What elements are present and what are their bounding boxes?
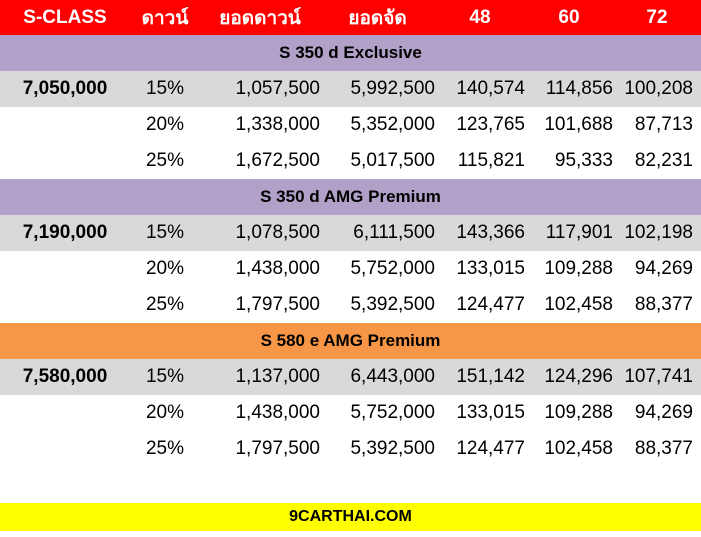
spacer-row	[0, 467, 701, 503]
finance-amount: 5,392,500	[350, 438, 435, 459]
header-row: S-CLASS ดาวน์ ยอดดาวน์ ยอดจัด 48 60 72	[0, 0, 701, 35]
installment-60: 102,458	[544, 438, 613, 459]
installment-48: 143,366	[435, 215, 525, 251]
down-percent: 20%	[145, 258, 185, 279]
header-term-60: 60	[525, 0, 613, 35]
installment-60: 102,458	[544, 294, 613, 315]
installment-72: 102,198	[613, 215, 701, 251]
header-model-class: S-CLASS	[0, 0, 130, 35]
empty-cell	[0, 287, 130, 323]
installment-48: 123,765	[456, 114, 525, 135]
empty-cell	[0, 143, 130, 179]
footer-row: 9CARTHAI.COM	[0, 503, 701, 531]
down-amount: 1,438,000	[235, 258, 320, 279]
installment-72: 94,269	[634, 402, 693, 423]
finance-amount: 5,752,000	[350, 258, 435, 279]
model-price: 7,190,000	[0, 215, 130, 251]
installment-72: 82,231	[634, 150, 693, 171]
down-amount: 1,672,500	[235, 150, 320, 171]
down-amount: 1,338,000	[235, 114, 320, 135]
finance-amount: 5,017,500	[350, 150, 435, 171]
installment-72: 88,377	[634, 438, 693, 459]
model-title-row: S 350 d AMG Premium	[0, 179, 701, 215]
installment-48: 124,477	[456, 294, 525, 315]
installment-72: 87,713	[634, 114, 693, 135]
installment-60: 109,288	[544, 402, 613, 423]
empty-cell	[0, 251, 130, 287]
down-amount: 1,438,000	[235, 402, 320, 423]
table-row: 25% 1,797,500 5,392,500 124,477 102,458 …	[0, 431, 701, 467]
installment-48: 115,821	[457, 150, 525, 171]
spacer-cell	[0, 467, 701, 503]
empty-cell	[0, 395, 130, 431]
table-row: 7,190,000 15% 1,078,500 6,111,500 143,36…	[0, 215, 701, 251]
table-row: 20% 1,438,000 5,752,000 133,015 109,288 …	[0, 251, 701, 287]
down-amount: 1,137,000	[200, 359, 320, 395]
finance-amount: 6,443,000	[320, 359, 435, 395]
installment-48: 133,015	[456, 402, 525, 423]
installment-48: 151,142	[435, 359, 525, 395]
header-finance-amount: ยอดจัด	[320, 0, 435, 35]
model-title-row: S 350 d Exclusive	[0, 35, 701, 71]
table-row: 20% 1,338,000 5,352,000 123,765 101,688 …	[0, 107, 701, 143]
empty-cell	[0, 107, 130, 143]
down-percent: 15%	[130, 359, 200, 395]
installment-72: 107,741	[613, 359, 701, 395]
table-row: 7,050,000 15% 1,057,500 5,992,500 140,57…	[0, 71, 701, 107]
installment-60: 109,288	[544, 258, 613, 279]
model-price: 7,580,000	[0, 359, 130, 395]
down-percent: 20%	[145, 402, 185, 423]
finance-amount: 5,992,500	[320, 71, 435, 107]
installment-48: 124,477	[456, 438, 525, 459]
installment-72: 94,269	[634, 258, 693, 279]
empty-cell	[0, 431, 130, 467]
installment-72: 88,377	[634, 294, 693, 315]
finance-amount: 6,111,500	[320, 215, 435, 251]
down-amount: 1,797,500	[235, 438, 320, 459]
down-percent: 20%	[145, 114, 185, 135]
installment-72: 100,208	[613, 71, 701, 107]
installment-60: 101,688	[544, 114, 613, 135]
down-percent: 25%	[145, 294, 185, 315]
table-row: 7,580,000 15% 1,137,000 6,443,000 151,14…	[0, 359, 701, 395]
down-percent: 25%	[145, 438, 185, 459]
header-down-amount: ยอดดาวน์	[200, 0, 320, 35]
down-percent: 15%	[130, 71, 200, 107]
header-down-percent: ดาวน์	[130, 0, 200, 35]
installment-60: 117,901	[525, 215, 613, 251]
installment-60: 114,856	[525, 71, 613, 107]
installment-60: 95,333	[554, 150, 613, 171]
table-row: 25% 1,672,500 5,017,500 115,821 95,333 8…	[0, 143, 701, 179]
table-row: 25% 1,797,500 5,392,500 124,477 102,458 …	[0, 287, 701, 323]
down-percent: 25%	[145, 150, 185, 171]
finance-amount: 5,752,000	[350, 402, 435, 423]
model-name: S 350 d Exclusive	[0, 35, 701, 71]
finance-amount: 5,352,000	[350, 114, 435, 135]
model-title-row: S 580 e AMG Premium	[0, 323, 701, 359]
finance-amount: 5,392,500	[350, 294, 435, 315]
table-row: 20% 1,438,000 5,752,000 133,015 109,288 …	[0, 395, 701, 431]
down-amount: 1,078,500	[200, 215, 320, 251]
model-name: S 350 d AMG Premium	[0, 179, 701, 215]
model-name: S 580 e AMG Premium	[0, 323, 701, 359]
down-amount: 1,797,500	[235, 294, 320, 315]
header-term-72: 72	[613, 0, 701, 35]
site-watermark: 9CARTHAI.COM	[0, 503, 701, 531]
installment-48: 140,574	[435, 71, 525, 107]
installment-48: 133,015	[456, 258, 525, 279]
down-amount: 1,057,500	[200, 71, 320, 107]
installment-60: 124,296	[525, 359, 613, 395]
header-term-48: 48	[435, 0, 525, 35]
down-percent: 15%	[130, 215, 200, 251]
model-price: 7,050,000	[0, 71, 130, 107]
